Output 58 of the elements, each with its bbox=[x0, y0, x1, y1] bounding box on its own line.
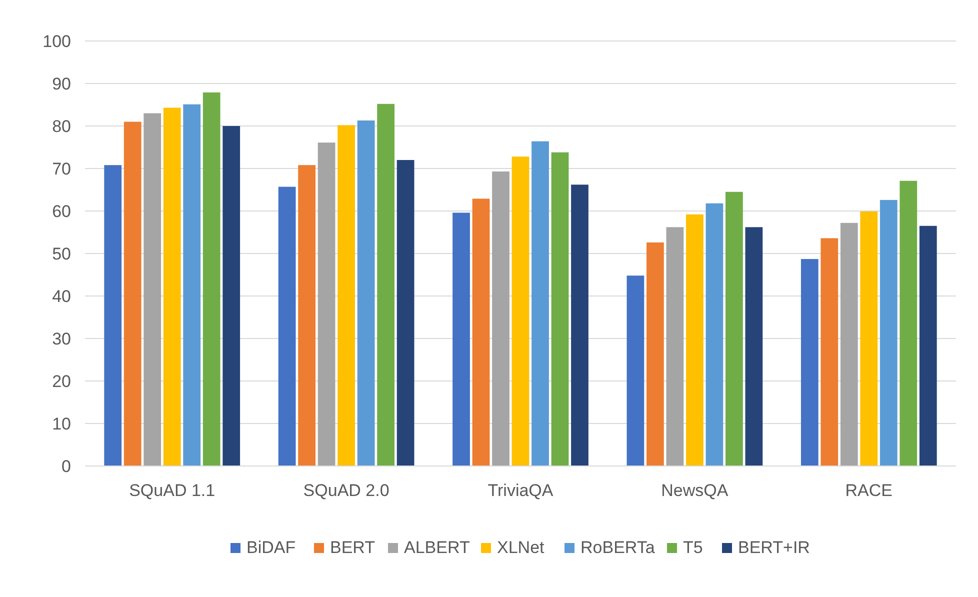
bar bbox=[686, 214, 704, 466]
legend-label: XLNet bbox=[497, 538, 545, 557]
bar bbox=[532, 141, 549, 466]
bar bbox=[183, 104, 201, 466]
legend-label: T5 bbox=[683, 538, 703, 557]
y-tick-label: 60 bbox=[52, 202, 71, 221]
y-tick-label: 70 bbox=[52, 159, 71, 178]
x-tick-label: NewsQA bbox=[661, 481, 729, 500]
y-tick-label: 0 bbox=[62, 456, 71, 476]
bar bbox=[357, 120, 375, 466]
bar bbox=[726, 192, 743, 466]
y-tick-label: 90 bbox=[52, 74, 71, 94]
bar bbox=[222, 126, 240, 466]
y-tick-label: 100 bbox=[42, 32, 71, 51]
bar bbox=[840, 222, 858, 466]
legend-label: RoBERTa bbox=[580, 538, 656, 557]
bar bbox=[318, 142, 336, 466]
bar bbox=[298, 165, 316, 466]
bar bbox=[452, 212, 470, 466]
x-tick-label: SQuAD 1.1 bbox=[129, 481, 216, 500]
bar bbox=[338, 125, 355, 466]
y-tick-label: 20 bbox=[52, 372, 71, 391]
y-tick-label: 30 bbox=[52, 329, 71, 348]
bar bbox=[800, 259, 818, 466]
x-tick-label: SQuAD 2.0 bbox=[303, 481, 390, 500]
bar bbox=[104, 165, 122, 466]
bar bbox=[377, 104, 394, 466]
bar bbox=[820, 238, 838, 466]
bar bbox=[492, 171, 510, 466]
bar bbox=[571, 184, 588, 466]
y-tick-label: 50 bbox=[52, 244, 71, 264]
bar bbox=[745, 227, 763, 466]
bar bbox=[124, 122, 142, 466]
bar bbox=[202, 92, 220, 466]
y-tick-label: 80 bbox=[52, 116, 71, 136]
bar bbox=[551, 152, 569, 466]
bar bbox=[666, 227, 684, 466]
bar bbox=[860, 211, 878, 466]
y-tick-label: 10 bbox=[52, 414, 71, 434]
bar bbox=[919, 226, 937, 466]
bar bbox=[163, 108, 181, 466]
y-tick-label: 40 bbox=[52, 286, 71, 306]
bar bbox=[706, 203, 724, 466]
bar bbox=[278, 186, 296, 466]
x-tick-label: TriviaQA bbox=[488, 481, 554, 500]
bar bbox=[512, 156, 530, 466]
legend-label: BERT bbox=[330, 538, 376, 557]
bar bbox=[626, 276, 644, 466]
legend-label: ALBERT bbox=[404, 538, 470, 557]
bar bbox=[646, 242, 664, 466]
bar bbox=[880, 200, 898, 466]
x-tick-label: RACE bbox=[845, 481, 893, 500]
bar bbox=[900, 180, 918, 466]
legend-label: BiDAF bbox=[246, 538, 296, 557]
bar bbox=[472, 198, 490, 466]
bar bbox=[144, 113, 162, 466]
legend-label: BERT+IR bbox=[738, 538, 810, 557]
bar bbox=[396, 160, 414, 466]
